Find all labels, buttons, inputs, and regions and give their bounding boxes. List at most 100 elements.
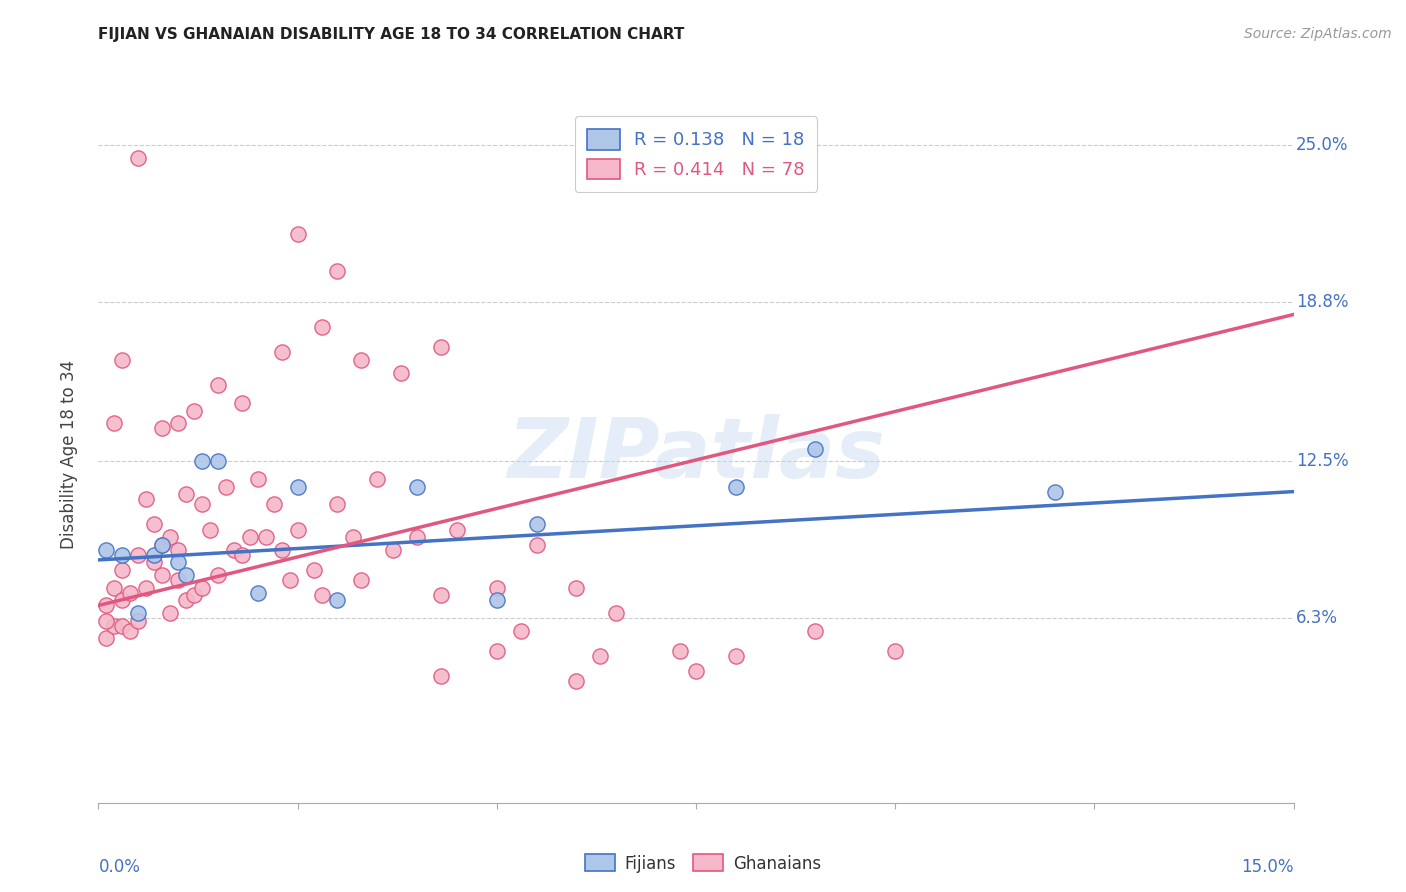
Point [111,353,134,368]
Point [103,417,125,431]
Point [231,396,253,410]
Point [302,563,325,577]
Point [342,530,364,544]
Y-axis label: Disability Age 18 to 34: Disability Age 18 to 34 [59,360,77,549]
Point [430,588,453,602]
Point [127,614,149,628]
Point [326,264,349,278]
Point [287,523,309,537]
Text: FIJIAN VS GHANAIAN DISABILITY AGE 18 TO 34 CORRELATION CHART: FIJIAN VS GHANAIAN DISABILITY AGE 18 TO … [98,27,685,42]
Point [127,606,149,620]
Text: 15.0%: 15.0% [1241,858,1294,877]
Point [174,487,197,501]
Point [207,454,229,468]
Legend: Fijians, Ghanaians: Fijians, Ghanaians [578,847,828,880]
Point [143,548,166,562]
Point [326,593,349,607]
Point [366,472,388,486]
Point [150,538,173,552]
Point [215,479,238,493]
Point [485,644,508,658]
Point [669,644,692,658]
Legend: R = 0.138   N = 18, R = 0.414   N = 78: R = 0.138 N = 18, R = 0.414 N = 78 [575,116,817,192]
Point [103,618,125,632]
Point [246,586,269,600]
Point [287,227,309,241]
Point [287,479,309,493]
Point [685,665,707,679]
Point [191,454,214,468]
Point [254,530,277,544]
Point [485,593,508,607]
Point [350,353,373,368]
Point [159,530,181,544]
Point [111,618,134,632]
Point [198,523,221,537]
Point [565,581,588,595]
Text: 25.0%: 25.0% [1296,136,1348,154]
Point [246,472,269,486]
Point [135,492,157,507]
Point [278,573,301,587]
Point [430,669,453,683]
Point [143,517,166,532]
Point [263,497,285,511]
Point [150,568,173,582]
Point [884,644,907,658]
Point [526,538,548,552]
Point [191,497,214,511]
Point [605,606,627,620]
Point [127,151,149,165]
Point [150,538,173,552]
Point [270,542,292,557]
Point [804,624,827,638]
Point [724,648,747,663]
Point [111,563,134,577]
Point [96,614,118,628]
Point [406,479,429,493]
Point [485,581,508,595]
Point [406,530,429,544]
Point [174,593,197,607]
Point [135,581,157,595]
Point [167,556,190,570]
Point [183,588,205,602]
Point [191,581,214,595]
Point [311,588,333,602]
Point [167,573,190,587]
Point [150,421,173,435]
Point [565,674,588,689]
Point [96,542,118,557]
Point [120,586,142,600]
Point [96,599,118,613]
Point [350,573,373,587]
Point [207,568,229,582]
Point [270,345,292,359]
Point [382,542,405,557]
Point [589,648,612,663]
Point [311,320,333,334]
Point [389,366,412,380]
Text: 0.0%: 0.0% [98,858,141,877]
Point [239,530,262,544]
Point [183,403,205,417]
Point [724,479,747,493]
Point [143,556,166,570]
Text: ZIPatlas: ZIPatlas [508,415,884,495]
Point [111,548,134,562]
Point [231,548,253,562]
Point [430,340,453,354]
Point [326,497,349,511]
Point [804,442,827,456]
Text: 12.5%: 12.5% [1296,452,1348,470]
Point [103,581,125,595]
Point [174,568,197,582]
Point [167,417,190,431]
Point [127,548,149,562]
Point [509,624,531,638]
Point [159,606,181,620]
Point [207,378,229,392]
Point [120,624,142,638]
Text: 18.8%: 18.8% [1296,293,1348,310]
Point [526,517,548,532]
